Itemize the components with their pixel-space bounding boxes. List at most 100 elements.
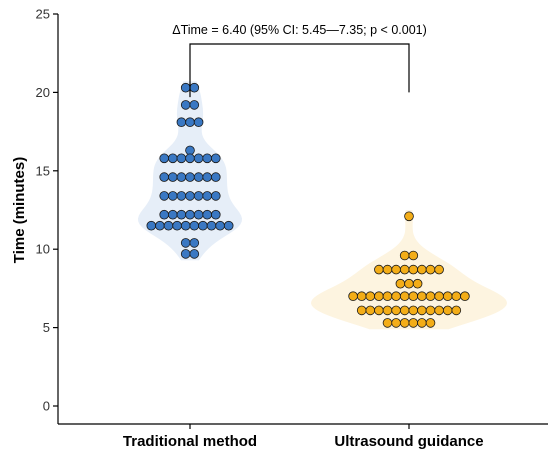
- data-point: [395, 278, 406, 289]
- data-point: [189, 100, 200, 110]
- axes: [57, 14, 548, 425]
- data-point: [391, 318, 401, 328]
- data-point: [185, 191, 195, 201]
- data-point: [399, 318, 410, 328]
- data-point: [425, 305, 436, 316]
- data-point: [180, 249, 191, 259]
- data-point: [365, 291, 376, 302]
- data-point: [391, 291, 401, 302]
- significance-bracket: ΔTime = 6.40 (95% CI: 5.45—7.35; p < 0.0…: [172, 23, 427, 98]
- data-point: [185, 117, 195, 127]
- data-point: [146, 220, 157, 231]
- data-point: [176, 153, 187, 164]
- data-point: [172, 220, 182, 231]
- data-point: [417, 291, 427, 302]
- y-tick-label: 25: [36, 7, 50, 22]
- data-point: [185, 145, 195, 156]
- data-point: [382, 291, 393, 302]
- data-point: [176, 172, 187, 182]
- data-point: [155, 220, 165, 231]
- data-point: [382, 305, 393, 316]
- data-point: [451, 305, 462, 316]
- data-point: [206, 220, 217, 231]
- data-point: [425, 318, 436, 328]
- data-point: [374, 305, 384, 316]
- y-ticks: 0 5 10 15 20 25: [36, 7, 58, 414]
- violin-traditional: [138, 81, 242, 261]
- data-point: [193, 117, 204, 127]
- data-point: [374, 291, 384, 302]
- data-point: [185, 209, 195, 220]
- data-point: [412, 278, 423, 289]
- data-point: [202, 153, 213, 164]
- data-point: [404, 211, 414, 222]
- data-point: [211, 209, 221, 220]
- y-tick-label: 5: [43, 320, 50, 335]
- y-tick-label: 0: [43, 399, 50, 414]
- data-point: [348, 291, 358, 302]
- data-point: [417, 264, 427, 275]
- data-point: [399, 264, 410, 275]
- data-point: [168, 209, 178, 220]
- data-point: [417, 305, 427, 316]
- data-point: [442, 291, 453, 302]
- data-point: [215, 220, 225, 231]
- y-tick-label: 15: [36, 163, 50, 178]
- violin-layer: [138, 81, 507, 330]
- data-point: [434, 305, 444, 316]
- data-point: [189, 220, 200, 231]
- data-point: [391, 305, 401, 316]
- data-point: [163, 220, 174, 231]
- data-point: [365, 305, 376, 316]
- data-point: [185, 153, 195, 164]
- data-point: [399, 305, 410, 316]
- y-axis-title: Time (minutes): [11, 157, 28, 263]
- data-point: [425, 264, 436, 275]
- data-point: [211, 172, 221, 182]
- data-point: [202, 172, 213, 182]
- data-point: [399, 291, 410, 302]
- data-point: [382, 318, 393, 328]
- data-point: [180, 100, 191, 110]
- data-point: [193, 191, 204, 201]
- data-point: [442, 305, 453, 316]
- data-point: [202, 191, 213, 201]
- data-point: [180, 220, 191, 231]
- data-point: [399, 250, 410, 261]
- data-point: [193, 153, 204, 164]
- data-point: [408, 291, 419, 302]
- data-point: [356, 291, 367, 302]
- data-point: [180, 82, 191, 93]
- data-point: [404, 278, 414, 289]
- data-point: [168, 172, 178, 182]
- data-point: [434, 291, 444, 302]
- data-point: [417, 318, 427, 328]
- data-point: [193, 172, 204, 182]
- data-point: [425, 291, 436, 302]
- data-point: [460, 291, 470, 302]
- data-point: [159, 153, 170, 164]
- y-tick-label: 10: [36, 242, 50, 257]
- data-point: [159, 172, 170, 182]
- data-point: [382, 264, 393, 275]
- data-point: [185, 172, 195, 182]
- data-point: [176, 209, 187, 220]
- data-point: [159, 191, 170, 201]
- data-point: [223, 220, 234, 231]
- data-point: [168, 191, 178, 201]
- data-point: [211, 191, 221, 201]
- data-point: [408, 264, 419, 275]
- data-point: [434, 264, 444, 275]
- x-category-label: Traditional method: [123, 433, 257, 450]
- data-point: [202, 209, 213, 220]
- data-point: [211, 153, 221, 164]
- bracket-line: [189, 43, 410, 98]
- data-point: [408, 318, 419, 328]
- data-point: [193, 209, 204, 220]
- data-point: [374, 264, 384, 275]
- data-point: [391, 264, 401, 275]
- data-point: [176, 191, 187, 201]
- data-point: [451, 291, 462, 302]
- x-category-labels: Traditional method Ultrasound guidance: [123, 424, 484, 450]
- data-point: [408, 250, 419, 261]
